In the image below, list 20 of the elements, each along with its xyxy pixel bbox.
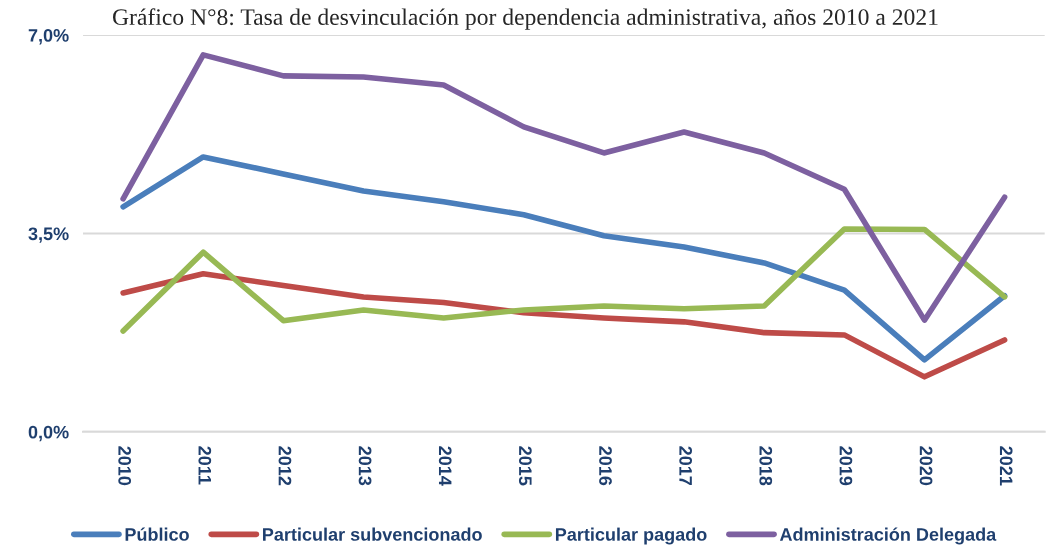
- x-tick-label: 2010: [118, 446, 132, 486]
- legend-label: Particular pagado: [555, 527, 707, 545]
- x-tick-label: 2016: [599, 446, 612, 486]
- x-tick-label: 2021: [999, 446, 1013, 486]
- x-tick-label: 2020: [919, 446, 933, 486]
- x-tick-label: 2015: [518, 446, 532, 486]
- y-tick-label: 0,0%: [28, 425, 69, 442]
- chart-title: Gráfico N°8: Tasa de desvinculación por dependencia administrativa, años 2010 a 2021: [112, 8, 938, 30]
- x-tick-label: 2017: [679, 446, 693, 486]
- x-tick-label: 2014: [438, 446, 452, 486]
- legend-label: Particular subvencionado: [263, 527, 482, 541]
- x-tick-label: 2013: [358, 446, 372, 486]
- y-tick-label: 7,0%: [28, 29, 69, 45]
- legend-label: Administración Delegada: [779, 527, 997, 545]
- y-tick-label: 3,5%: [28, 227, 69, 243]
- x-tick-label: 2019: [839, 446, 853, 486]
- x-tick-label: 2011: [198, 446, 212, 485]
- x-tick-label: 2018: [759, 446, 773, 486]
- legend-label: Público: [125, 527, 189, 541]
- x-tick-label: 2012: [278, 446, 292, 486]
